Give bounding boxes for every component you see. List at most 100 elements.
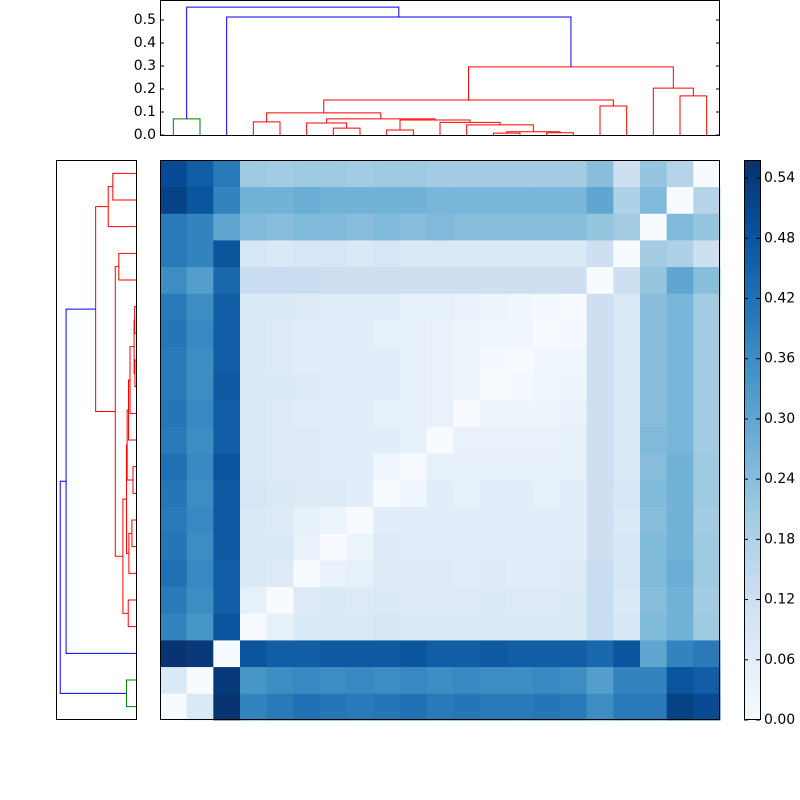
heatmap-cell (346, 613, 374, 641)
top-dendrogram: 0.0 0.1 0.2 0.3 0.4 0.5 (134, 6, 720, 143)
heatmap-cell (320, 640, 348, 668)
heatmap-cell (586, 400, 614, 428)
dendrogram-link (122, 498, 129, 614)
heatmap-cell (480, 666, 508, 694)
heatmap-cell (533, 480, 561, 508)
heatmap-cell (160, 373, 188, 401)
heatmap-cell (186, 346, 214, 374)
heatmap-cell (293, 400, 321, 428)
dendrogram-link (186, 6, 400, 119)
heatmap-cell (693, 533, 721, 561)
heatmap-cell (506, 240, 534, 268)
heatmap-cell (240, 213, 268, 241)
heatmap-cell (613, 453, 641, 481)
heatmap-cell (613, 666, 641, 694)
heatmap-cell (560, 400, 588, 428)
dendrogram-link (266, 112, 382, 122)
heatmap-cell (426, 613, 454, 641)
heatmap-cell (506, 506, 534, 534)
heatmap-cell (560, 560, 588, 588)
heatmap (160, 160, 721, 721)
heatmap-cell (373, 480, 401, 508)
heatmap-cell (560, 293, 588, 321)
dendrogram-link (252, 121, 281, 135)
heatmap-cell (640, 533, 668, 561)
heatmap-cell (400, 240, 428, 268)
heatmap-cell (560, 453, 588, 481)
heatmap-cell (480, 586, 508, 614)
heatmap-cell (640, 560, 668, 588)
heatmap-cell (266, 533, 294, 561)
heatmap-cell (400, 666, 428, 694)
heatmap-cell (426, 640, 454, 668)
heatmap-cell (453, 666, 481, 694)
heatmap-cell (640, 586, 668, 614)
heatmap-cell (533, 320, 561, 348)
heatmap-cell (160, 186, 188, 214)
heatmap-cell (266, 453, 294, 481)
heatmap-cell (586, 373, 614, 401)
heatmap-cell (586, 613, 614, 641)
heatmap-cell (426, 186, 454, 214)
heatmap-cell (480, 400, 508, 428)
colorbar-tick-label: 0.12 (764, 592, 795, 608)
heatmap-cell (346, 693, 374, 721)
heatmap-cell (426, 426, 454, 454)
heatmap-cell (373, 320, 401, 348)
heatmap-cell (560, 693, 588, 721)
colorbar-tick-label: 0.36 (764, 351, 795, 367)
heatmap-cell (533, 160, 561, 188)
heatmap-cell (426, 693, 454, 721)
heatmap-cell (320, 346, 348, 374)
heatmap-cell (453, 320, 481, 348)
colorbar-tick-label: 0.48 (764, 230, 795, 246)
dendrogram-link (399, 119, 471, 130)
heatmap-cell (533, 453, 561, 481)
heatmap-cell (693, 373, 721, 401)
heatmap-cell (346, 346, 374, 374)
heatmap-cell (560, 426, 588, 454)
heatmap-cell (613, 293, 641, 321)
heatmap-cell (560, 240, 588, 268)
heatmap-cell (453, 533, 481, 561)
heatmap-cell (186, 160, 214, 188)
heatmap-cell (320, 186, 348, 214)
heatmap-cell (400, 400, 428, 428)
heatmap-cell (400, 320, 428, 348)
heatmap-cell (266, 666, 294, 694)
heatmap-cell (160, 293, 188, 321)
heatmap-cell (293, 293, 321, 321)
heatmap-cell (506, 453, 534, 481)
heatmap-cell (373, 640, 401, 668)
heatmap-cell (560, 346, 588, 374)
heatmap-cell (373, 453, 401, 481)
heatmap-cell (533, 586, 561, 614)
heatmap-cell (453, 213, 481, 241)
heatmap-cell (666, 400, 694, 428)
heatmap-cell (400, 640, 428, 668)
heatmap-cell (400, 533, 428, 561)
heatmap-cell (613, 266, 641, 294)
heatmap-cell (160, 586, 188, 614)
heatmap-cell (373, 213, 401, 241)
heatmap-cell (213, 640, 241, 668)
heatmap-cell (266, 346, 294, 374)
dendrogram-link (172, 118, 201, 135)
heatmap-cell (346, 533, 374, 561)
dendrogram-link (114, 266, 123, 557)
heatmap-cell (426, 506, 454, 534)
heatmap-cell (213, 613, 241, 641)
heatmap-cell (586, 293, 614, 321)
heatmap-cell (506, 586, 534, 614)
heatmap-cell (293, 533, 321, 561)
heatmap-cell (346, 400, 374, 428)
heatmap-cell (480, 213, 508, 241)
heatmap-cell (186, 560, 214, 588)
heatmap-cell (666, 320, 694, 348)
heatmap-cell (640, 293, 668, 321)
heatmap-cell (186, 666, 214, 694)
dendrogram-link (131, 519, 136, 548)
heatmap-cell (160, 213, 188, 241)
heatmap-cell (613, 213, 641, 241)
heatmap-cell (453, 400, 481, 428)
